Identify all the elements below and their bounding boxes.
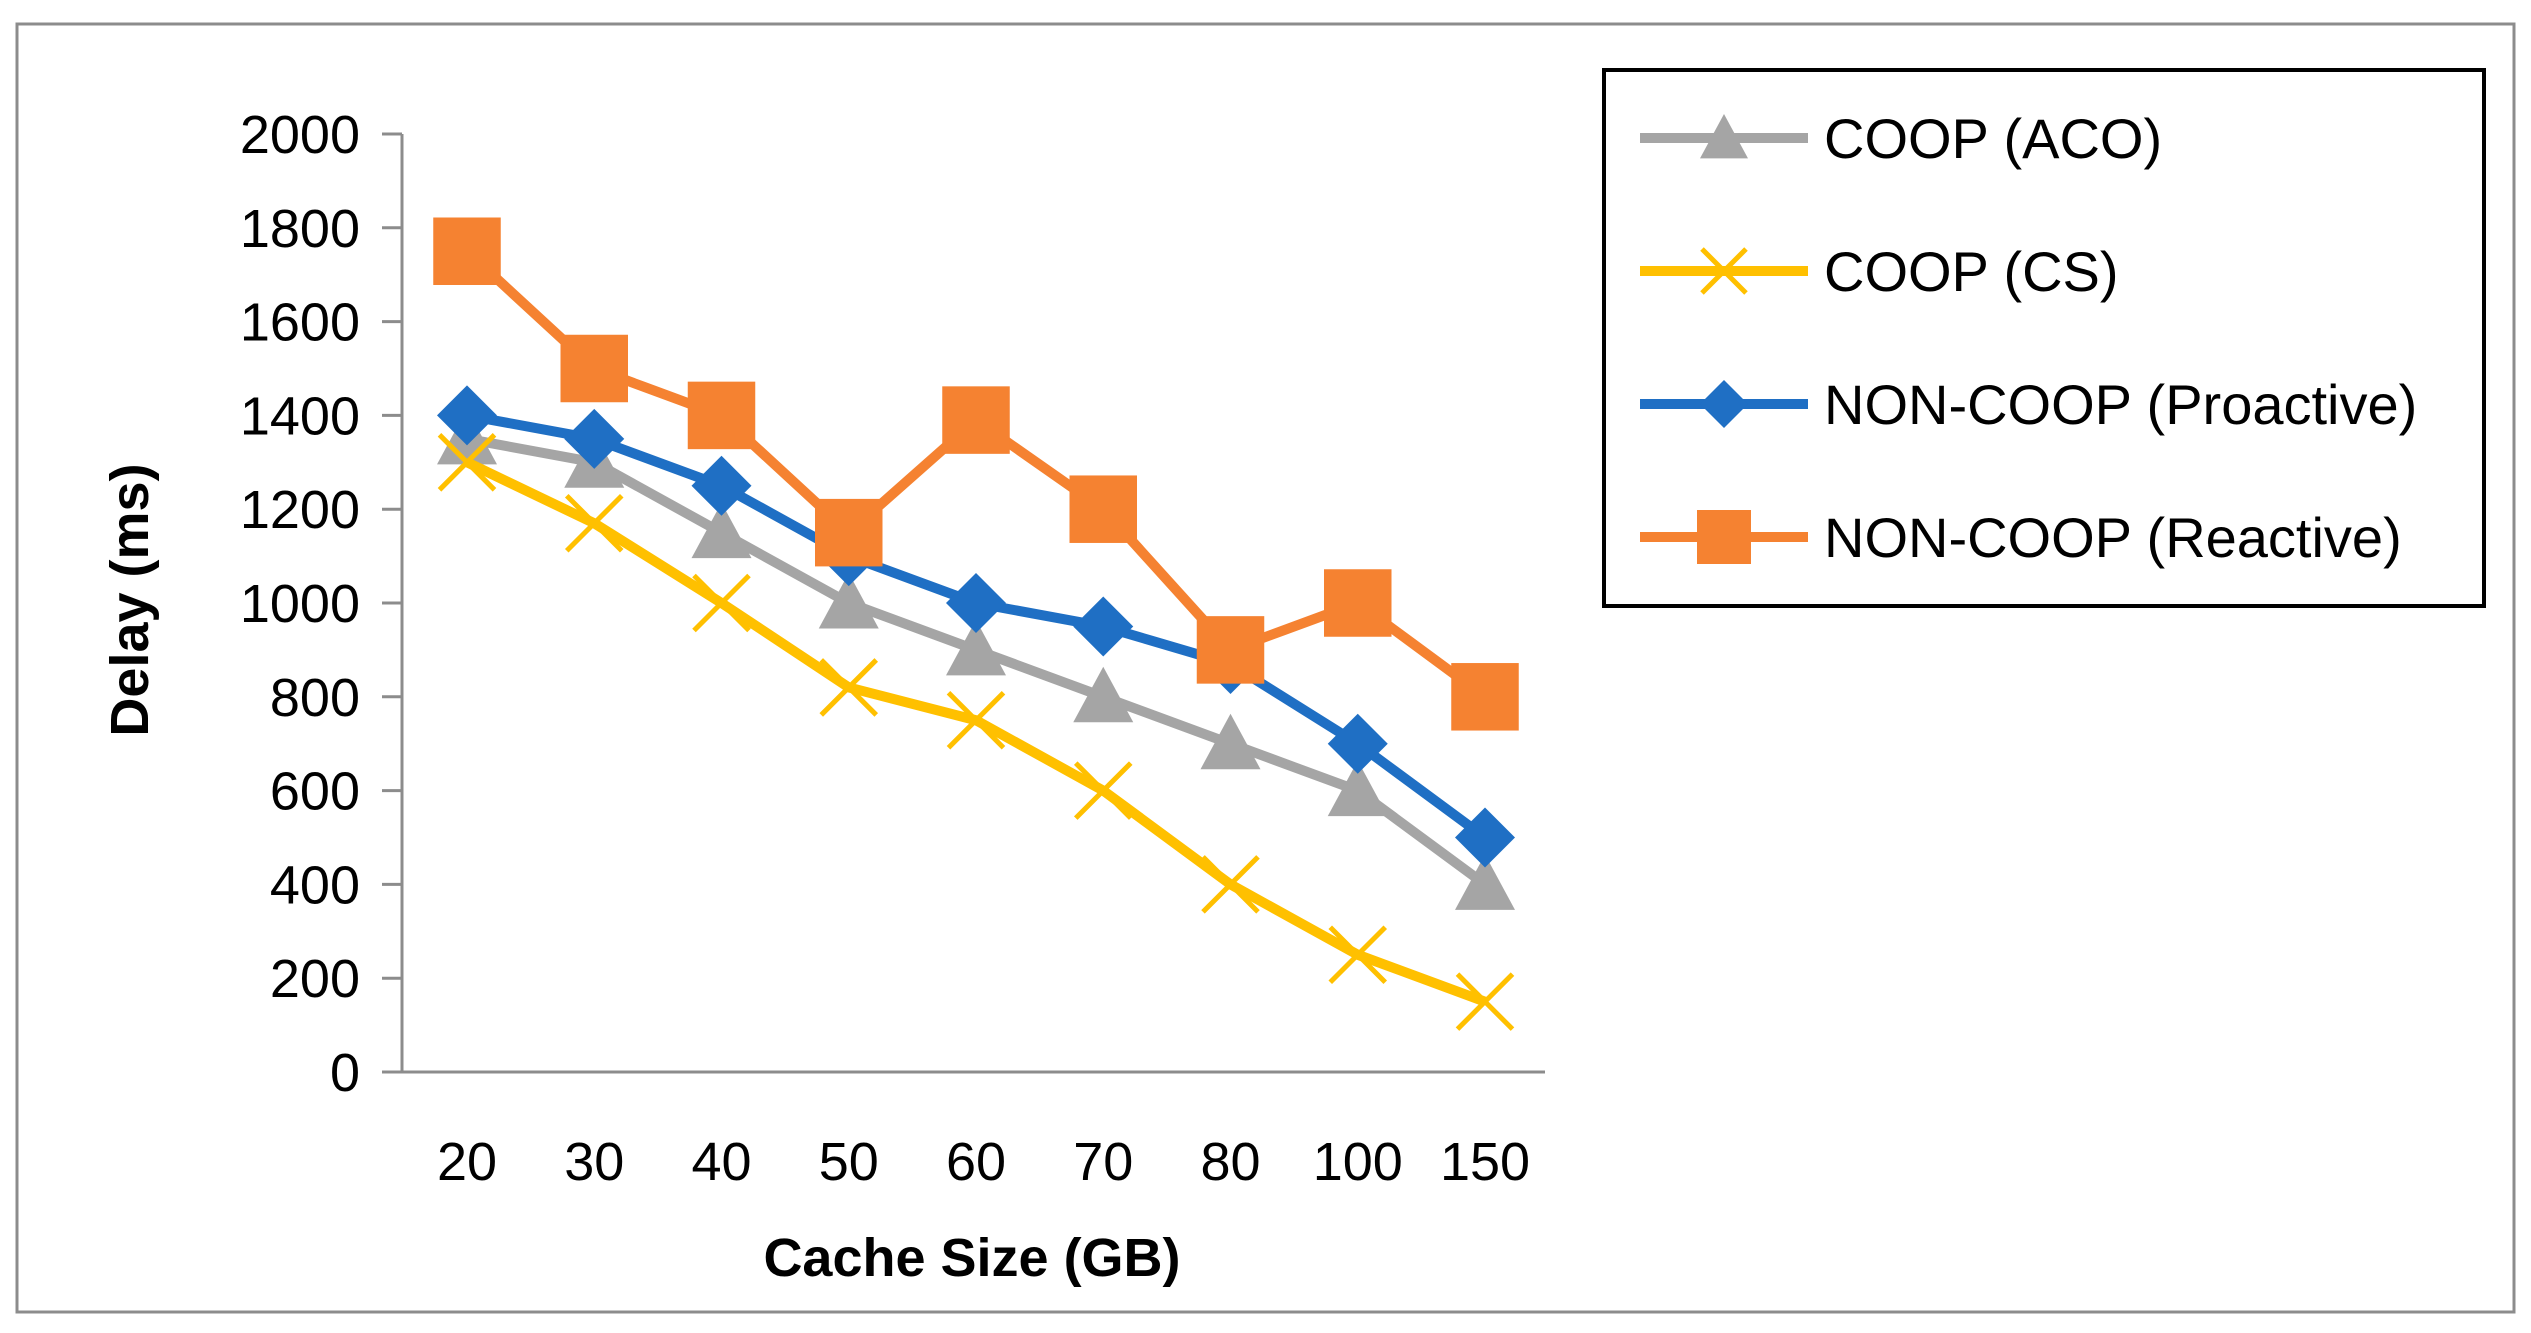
triangle-marker <box>1700 114 1748 159</box>
x-marker <box>564 494 624 553</box>
y-tick-label: 200 <box>270 949 360 1009</box>
triangle-marker <box>1073 666 1134 723</box>
diamond-marker <box>691 455 752 516</box>
diamond-marker <box>1327 713 1388 774</box>
y-tick-label: 1000 <box>240 574 360 634</box>
x-marker-stroke <box>946 690 1006 750</box>
y-tick-label: 1400 <box>240 386 360 446</box>
x-marker <box>437 433 497 492</box>
x-marker-stroke <box>819 658 879 717</box>
x-axis-title: Cache Size (GB) <box>763 1228 1180 1288</box>
square-marker <box>1451 663 1519 731</box>
y-tick-label: 0 <box>330 1043 360 1103</box>
y-tick-label: 1200 <box>240 480 360 540</box>
legend-label: COOP (CS) <box>1824 240 2119 303</box>
x-tick-label: 50 <box>819 1132 879 1192</box>
triangle-marker <box>1455 854 1515 910</box>
x-tick-label: 60 <box>946 1132 1006 1192</box>
x-marker-stroke <box>1328 925 1388 985</box>
triangle-marker <box>1200 713 1261 770</box>
legend: COOP (ACO) COOP (CS) NON-COOP (Proactive) N… <box>1602 68 2486 608</box>
y-tick-label: 1600 <box>240 293 360 353</box>
y-axis-ticks: 0 200 400 600 800 1000 1200 1400 1600 1800 2000 <box>240 105 402 1103</box>
series-3 <box>437 385 1515 868</box>
triangle-marker <box>946 619 1006 676</box>
x-marker-stroke <box>1073 761 1133 820</box>
legend-entry: NON-COOP (Reactive) <box>1640 506 2402 569</box>
x-tick-label: 70 <box>1073 1132 1133 1192</box>
x-marker <box>1073 761 1133 820</box>
x-marker-stroke <box>1700 247 1748 295</box>
x-tick-label: 40 <box>691 1132 751 1192</box>
x-tick-label: 80 <box>1200 1132 1260 1192</box>
square-marker <box>942 386 1010 454</box>
x-tick-label: 30 <box>564 1132 624 1192</box>
legend-entry: COOP (CS) <box>1640 240 2119 303</box>
diamond-marker <box>564 408 625 469</box>
diamond-marker <box>946 573 1006 633</box>
triangle-marker <box>818 573 879 629</box>
x-marker <box>692 573 751 633</box>
square-marker <box>1196 616 1265 684</box>
square-marker <box>560 334 628 403</box>
plot-area: 0 200 400 600 800 1000 1200 1400 1600 1800 2000 20… <box>240 105 1545 1192</box>
x-tick-label: 20 <box>437 1132 497 1192</box>
square-marker <box>815 498 883 567</box>
y-tick-label: 600 <box>270 762 360 822</box>
series-4 <box>433 217 1519 731</box>
x-marker-stroke <box>1455 972 1515 1031</box>
diamond-marker <box>437 385 497 446</box>
triangle-marker <box>1327 760 1388 817</box>
x-marker-stroke <box>1201 855 1260 914</box>
diamond-marker <box>1455 807 1515 868</box>
series-layer <box>433 217 1519 1031</box>
legend-label: NON-COOP (Reactive) <box>1824 506 2402 569</box>
legend-label: COOP (ACO) <box>1824 107 2162 170</box>
x-marker <box>1201 855 1260 914</box>
square-marker <box>1697 510 1751 564</box>
x-marker <box>819 658 879 717</box>
x-marker-stroke <box>692 573 751 633</box>
y-tick-label: 400 <box>270 855 360 915</box>
y-tick-label: 800 <box>270 668 360 728</box>
square-marker <box>1069 475 1137 543</box>
square-marker <box>433 217 501 285</box>
y-tick-label: 2000 <box>240 105 360 165</box>
x-tick-label: 150 <box>1440 1132 1530 1192</box>
x-marker-stroke <box>437 433 497 492</box>
triangle-marker <box>691 502 752 559</box>
x-marker <box>946 690 1006 750</box>
y-tick-label: 1800 <box>240 199 360 259</box>
diamond-marker <box>1073 596 1134 657</box>
legend-entry: COOP (ACO) <box>1640 107 2162 170</box>
square-marker <box>1324 569 1392 637</box>
x-marker <box>1700 247 1748 295</box>
y-axis-title: Delay (ms) <box>100 463 160 736</box>
x-tick-label: 100 <box>1313 1132 1403 1192</box>
x-marker <box>1455 972 1515 1031</box>
square-marker <box>687 381 756 450</box>
legend-entry: NON-COOP (Proactive) <box>1640 373 2417 436</box>
x-marker <box>1328 925 1388 985</box>
x-axis-ticks: 20 30 40 50 60 70 80 100 150 <box>437 1132 1530 1192</box>
series-2 <box>437 433 1515 1031</box>
diamond-marker <box>1700 380 1748 428</box>
legend-label: NON-COOP (Proactive) <box>1824 373 2417 436</box>
x-marker-stroke <box>564 494 624 553</box>
